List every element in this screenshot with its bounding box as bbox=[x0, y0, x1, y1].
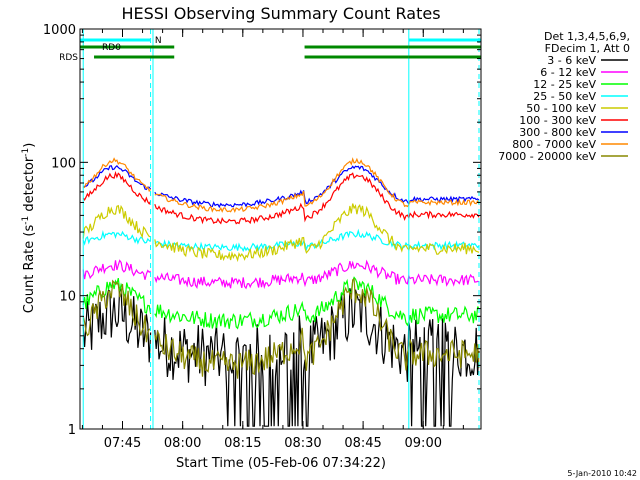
y-axis-label-sup2: -1 bbox=[21, 148, 31, 157]
flag-label-0: N bbox=[155, 36, 162, 46]
legend-label-5: 100 - 300 keV bbox=[519, 114, 596, 127]
chart-title: HESSI Observing Summary Count Rates bbox=[121, 4, 440, 23]
flag-label-2: RDS bbox=[59, 53, 78, 63]
legend-header-0: Det 1,3,4,5,6,9, bbox=[544, 30, 630, 43]
x-tick-label-0: 07:45 bbox=[104, 436, 141, 451]
x-tick-label-2: 08:15 bbox=[224, 436, 261, 451]
legend-label-7: 800 - 7000 keV bbox=[512, 138, 596, 151]
x-tick-label-3: 08:30 bbox=[284, 436, 321, 451]
legend-label-8: 7000 - 20000 keV bbox=[498, 150, 596, 163]
legend-label-0: 3 - 6 keV bbox=[547, 54, 596, 67]
x-axis-label: Start Time (05-Feb-06 07:34:22) bbox=[176, 456, 386, 471]
legend-label-3: 25 - 50 keV bbox=[533, 90, 596, 103]
y-tick-label-1: 10 bbox=[59, 290, 76, 305]
y-axis-label-sup1: -1 bbox=[21, 216, 31, 225]
date-stamp: 5-Jan-2010 10:42 bbox=[567, 469, 637, 478]
x-tick-label-4: 08:45 bbox=[344, 436, 381, 451]
y-tick-label-0: 1 bbox=[68, 423, 76, 438]
series-line-6 bbox=[82, 165, 480, 209]
x-tick-label-1: 08:00 bbox=[164, 436, 201, 451]
y-tick-label-3: 1000 bbox=[43, 23, 76, 38]
plot-frame bbox=[79, 28, 482, 430]
series-line-8 bbox=[82, 278, 480, 379]
series-line-5 bbox=[82, 170, 480, 225]
series-line-2 bbox=[82, 276, 480, 330]
y-axis-label-part3: ) bbox=[22, 143, 37, 148]
y-tick-label-2: 100 bbox=[51, 156, 76, 171]
legend-header-1: FDecim 1, Att 0 bbox=[545, 42, 630, 55]
y-axis-label-part1: Count Rate (s bbox=[22, 225, 37, 314]
y-axis-label: Count Rate (s-1 detector-1) bbox=[21, 143, 37, 314]
y-axis-label-part2: detector bbox=[22, 156, 37, 216]
legend-label-2: 12 - 25 keV bbox=[533, 78, 596, 91]
flag-label-1: RD0 bbox=[102, 43, 121, 53]
series-line-1 bbox=[82, 259, 480, 290]
series-line-4 bbox=[82, 203, 480, 263]
x-tick-label-5: 09:00 bbox=[405, 436, 442, 451]
axes: N RD0 RDS 1 10 100 1000 07:45 08:00 08:15 08:30 08:… bbox=[43, 23, 482, 451]
legend-label-6: 300 - 800 keV bbox=[519, 126, 596, 139]
legend: Det 1,3,4,5,6,9,FDecim 1, Att 03 - 6 keV… bbox=[498, 30, 630, 163]
series-line-7 bbox=[83, 157, 480, 214]
legend-label-1: 6 - 12 keV bbox=[540, 66, 596, 79]
plot-area bbox=[80, 29, 481, 429]
legend-label-4: 50 - 100 keV bbox=[526, 102, 596, 115]
